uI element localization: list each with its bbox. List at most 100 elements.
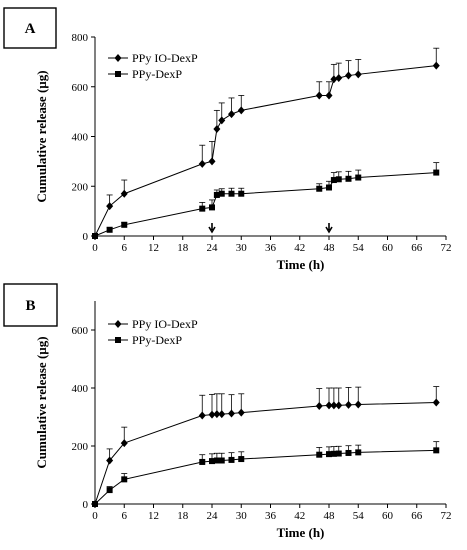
x-tick-label: 0 [92, 510, 98, 522]
data-point [316, 451, 323, 458]
y-tick-label: 600 [72, 325, 89, 337]
panel-label: A [25, 21, 36, 37]
panel-b: B 0 6 12 18 24 30 36 42 48 54 60 66 72 0 200 400 600 Time … [3, 283, 452, 540]
data-point [209, 204, 215, 211]
x-tick-label: 72 [441, 510, 452, 522]
y-axis-title: Cumulative release (µg) [34, 336, 49, 468]
data-point [354, 400, 362, 409]
y-tick-label: 0 [83, 231, 89, 243]
legend-marker [114, 54, 122, 62]
data-point [355, 449, 362, 456]
panel-label-box [3, 7, 57, 49]
data-point [121, 476, 128, 483]
data-point [325, 91, 333, 100]
data-point [198, 159, 206, 168]
legend-marker [115, 337, 121, 343]
y-tick-label: 400 [72, 132, 89, 144]
series-line [94, 449, 437, 505]
data-point [213, 191, 220, 198]
legend-label: PPy IO-DexP [132, 317, 198, 331]
x-tick-label: 66 [411, 510, 423, 522]
data-point [432, 398, 440, 407]
data-point [198, 411, 206, 420]
data-point [199, 205, 206, 212]
data-point [433, 169, 440, 176]
x-tick-label: 42 [294, 510, 305, 522]
y-tick-label: 0 [83, 499, 89, 511]
data-point [228, 110, 235, 119]
data-point [213, 410, 221, 419]
x-tick-label: 12 [148, 242, 159, 254]
stimulation-arrow [208, 223, 216, 234]
data-point [213, 125, 221, 134]
data-point [106, 226, 113, 233]
data-point [121, 221, 128, 228]
series-line [94, 172, 437, 237]
x-tick-label: 48 [324, 510, 336, 522]
data-point [208, 157, 216, 166]
legend-label: PPy IO-DexP [132, 51, 198, 65]
data-point [432, 61, 440, 70]
data-point [208, 410, 216, 419]
x-tick-label: 18 [177, 510, 189, 522]
series-ppy-io-dexp [91, 47, 440, 240]
data-point [209, 458, 215, 465]
series-line [94, 402, 437, 505]
x-tick-label: 66 [411, 242, 423, 254]
legend-label: PPy-DexP [132, 67, 182, 81]
data-point [345, 71, 352, 80]
data-point [120, 189, 128, 198]
data-point [106, 202, 114, 211]
data-point [330, 401, 338, 410]
data-point [92, 501, 98, 507]
data-point [120, 439, 128, 448]
data-point [345, 175, 352, 182]
data-point [106, 456, 114, 465]
series-ppy-dexp [92, 441, 440, 507]
data-point [199, 458, 206, 465]
data-point [218, 410, 226, 419]
x-tick-label: 12 [148, 510, 159, 522]
x-tick-label: 60 [382, 510, 394, 522]
data-point [218, 190, 225, 197]
data-point [345, 449, 352, 456]
data-point [92, 233, 98, 239]
data-point [355, 174, 362, 181]
panel-label: B [25, 298, 35, 314]
x-tick-label: 42 [294, 242, 305, 254]
data-point [354, 70, 362, 79]
legend-marker [115, 71, 121, 77]
x-tick-label: 48 [324, 242, 336, 254]
data-point [238, 456, 245, 463]
y-tick-label: 600 [72, 82, 89, 94]
data-point [237, 106, 245, 115]
y-tick-label: 200 [72, 441, 89, 453]
x-tick-label: 18 [177, 242, 189, 254]
data-point [106, 487, 113, 494]
x-tick-label: 6 [122, 242, 128, 254]
panel-a: A 0 6 12 18 24 30 36 42 48 54 60 66 72 0 200 400 600 800 Ti… [3, 7, 452, 272]
panel-label-box [3, 283, 58, 327]
data-point [218, 116, 226, 125]
data-point [330, 75, 338, 84]
data-point [213, 457, 220, 464]
x-tick-label: 0 [92, 242, 98, 254]
x-axis-title: Time (h) [277, 525, 325, 540]
legend-label: PPy-DexP [132, 333, 182, 347]
data-point [433, 447, 440, 454]
series-ppy-io-dexp [91, 386, 440, 508]
y-tick-label: 800 [72, 32, 89, 44]
data-point [335, 176, 342, 183]
data-point [330, 450, 337, 457]
data-point [315, 91, 323, 100]
x-axis-title: Time (h) [277, 257, 325, 272]
x-tick-label: 24 [207, 242, 219, 254]
x-tick-label: 36 [265, 510, 277, 522]
data-point [228, 409, 235, 418]
data-point [335, 450, 342, 457]
data-point [326, 184, 332, 191]
data-point [335, 74, 343, 83]
y-tick-label: 200 [72, 181, 89, 193]
data-point [228, 190, 235, 197]
